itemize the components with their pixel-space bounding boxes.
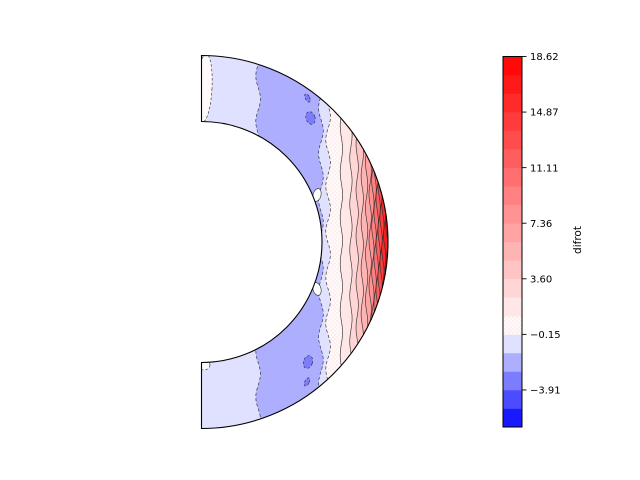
- meridional-contour-plot: [201, 55, 389, 429]
- near-zero-sliver: [201, 55, 213, 123]
- colorbar-frame: [502, 56, 523, 428]
- colorbar-band: [503, 389, 522, 409]
- colorbar-tick-label: −3.91: [530, 386, 561, 397]
- negative-blob: [304, 93, 311, 103]
- colorbar-band: [503, 204, 522, 224]
- colorbar-tick-label: −0.15: [530, 330, 561, 341]
- colorbar-band: [503, 167, 522, 187]
- colorbar-band: [503, 352, 522, 372]
- colorbar-band: [503, 408, 522, 428]
- colorbar-tick-label: 11.11: [530, 163, 559, 174]
- colorbar-band: [503, 93, 522, 113]
- colorbar-band: [503, 315, 522, 335]
- colorbar-band: [503, 149, 522, 168]
- colorbar-band: [503, 297, 522, 317]
- negative-blob: [303, 377, 311, 387]
- colorbar-band: [503, 75, 522, 94]
- colorbar-tick-label: 14.87: [530, 108, 559, 119]
- colorbar-band: [503, 130, 522, 150]
- colorbar-band: [503, 112, 522, 131]
- colorbar-axis-label: difrot: [572, 226, 584, 254]
- negative-blob: [305, 111, 316, 125]
- colorbar-tick-label: 3.60: [530, 274, 552, 285]
- colorbar-band: [503, 223, 522, 243]
- near-zero-notch: [201, 359, 211, 371]
- colorbar-band: [503, 278, 522, 298]
- colorbar-band: [503, 56, 522, 76]
- colorbar-band: [503, 371, 522, 391]
- shell-boundary: [200, 54, 389, 430]
- negative-blob: [302, 355, 314, 369]
- contour-band: [383, 55, 389, 429]
- contour-line: [325, 55, 331, 429]
- shell-outline: [200, 54, 389, 430]
- colorbar: 18.62 14.87 11.11 7.36 3.60 −0.15 −3.91: [502, 52, 561, 428]
- colorbar-band: [503, 186, 522, 206]
- colorbar-tick-label: 18.62: [530, 52, 559, 63]
- contour-features: [201, 55, 322, 387]
- colorbar-tick-label: 7.36: [530, 219, 552, 230]
- colorbar-band: [503, 334, 522, 354]
- colorbar-band: [503, 241, 522, 261]
- colorbar-band: [503, 260, 522, 280]
